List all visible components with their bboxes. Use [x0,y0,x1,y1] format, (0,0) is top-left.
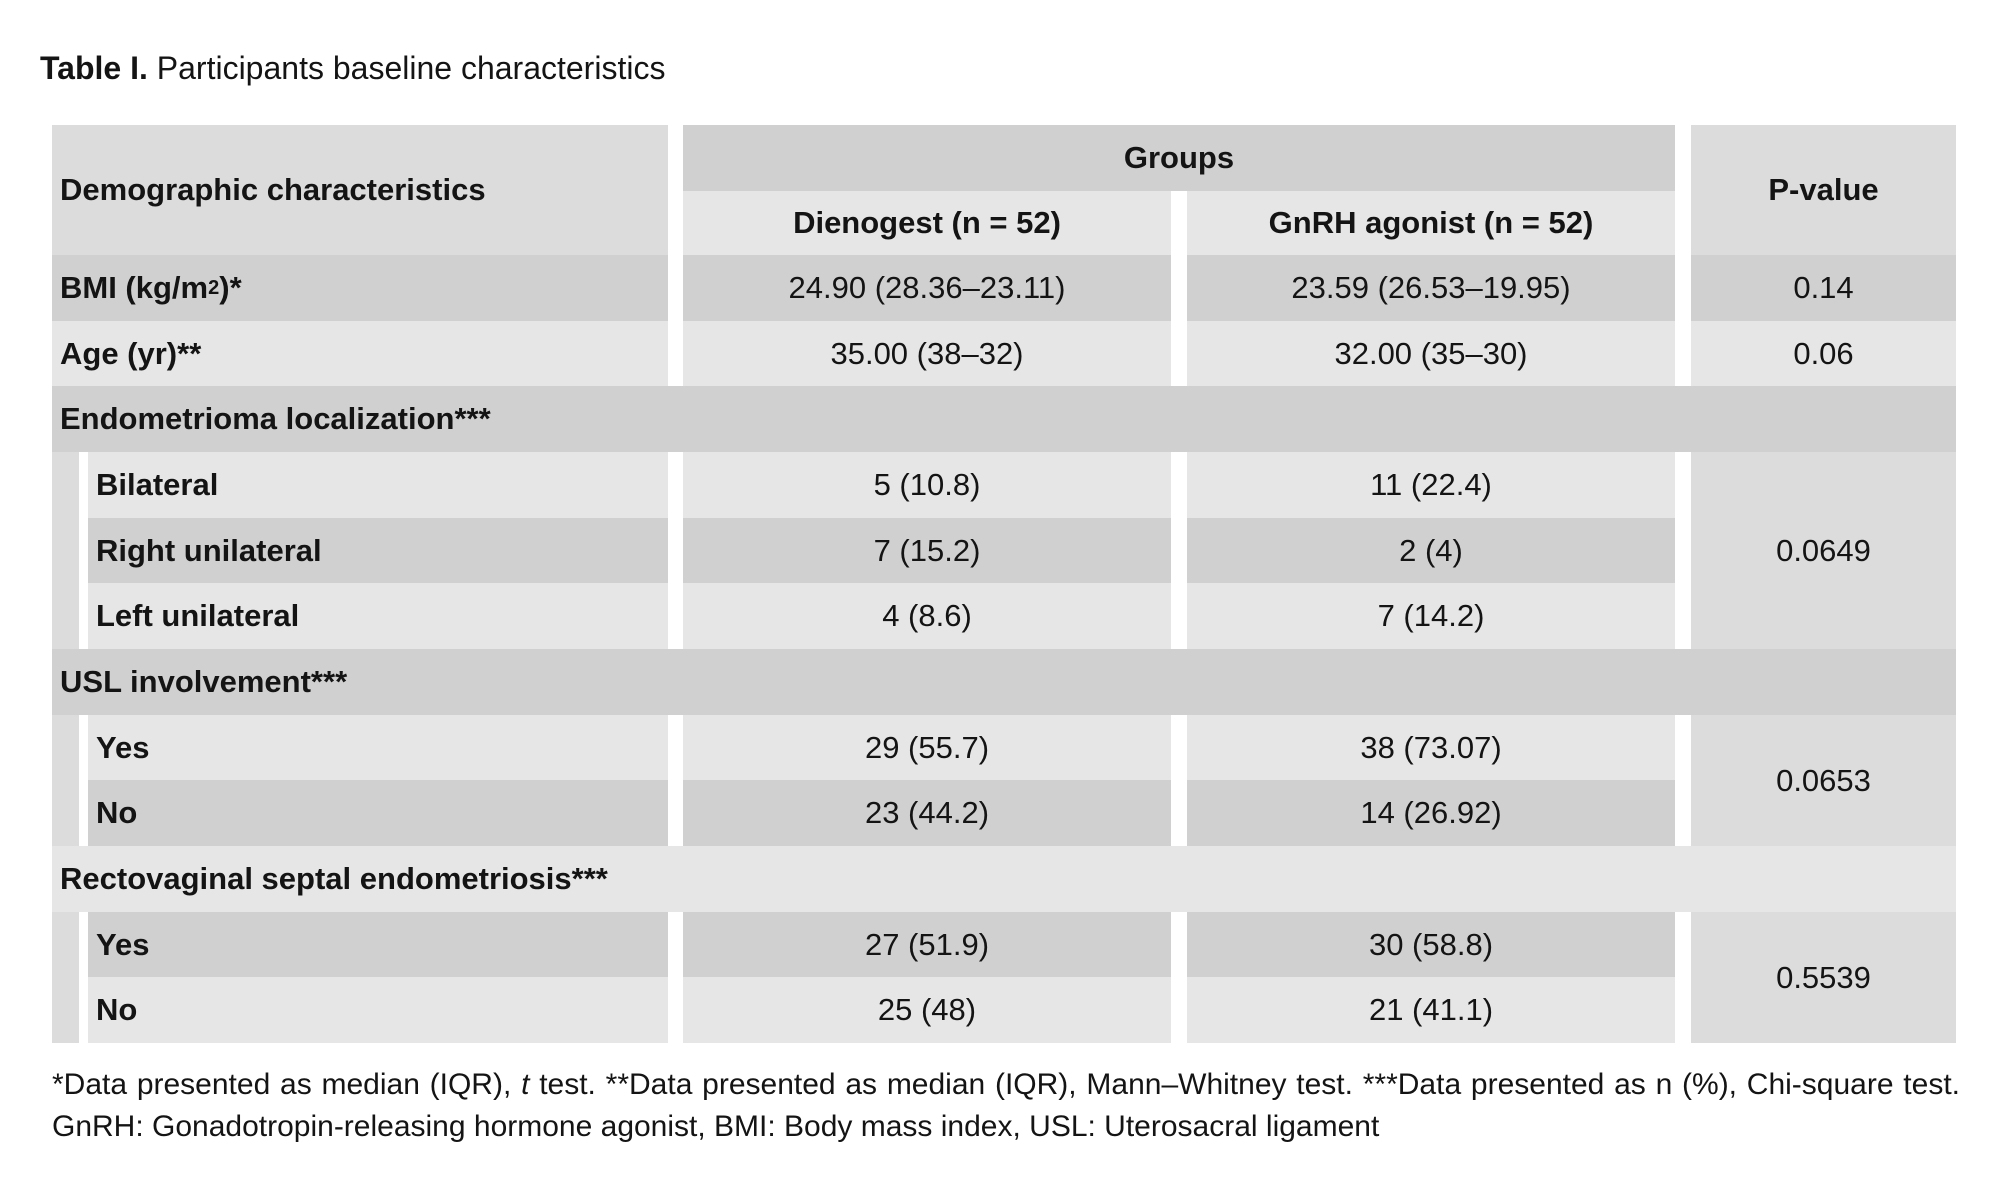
indent-separator [79,452,88,649]
header-gnrh: GnRH agonist (n = 52) [1187,191,1675,255]
header-groups: Groups [683,125,1675,191]
rv-yes-dienogest: 27 (51.9) [683,912,1171,977]
row-label-rv-no: No [52,977,668,1043]
left-unilateral-gnrh: 7 (14.2) [1187,583,1675,649]
left-unilateral-dienogest: 4 (8.6) [683,583,1171,649]
usl-no-gnrh: 14 (26.92) [1187,780,1675,846]
table-title: Participants baseline characteristics [156,50,666,86]
bmi-label-post: )* [219,270,242,305]
row-label-usl-no: No [52,780,668,846]
right-unilateral-dienogest: 7 (15.2) [683,518,1171,583]
bmi-label-pre: BMI (kg/m [60,270,209,305]
table-caption: Table I. Participants baseline character… [40,48,665,88]
row-label-bilateral: Bilateral [52,452,668,518]
row-label-right-unilateral: Right unilateral [52,518,668,583]
bmi-pvalue: 0.14 [1691,255,1956,321]
indent-bar [52,452,79,649]
section-rectovaginal: Rectovaginal septal endometriosis*** [52,846,1956,912]
bmi-gnrh: 23.59 (26.53–19.95) [1187,255,1675,321]
row-label-usl-yes: Yes [52,715,668,780]
rv-yes-gnrh: 30 (58.8) [1187,912,1675,977]
rv-no-dienogest: 25 (48) [683,977,1171,1043]
indent-separator [79,715,88,846]
age-gnrh: 32.00 (35–30) [1187,321,1675,386]
footnote-part2: test. **Data presented as median (IQR), … [52,1068,1960,1143]
section-endometrioma: Endometrioma localization*** [52,386,1956,452]
row-label-bmi: BMI (kg/m 2)* [52,255,668,321]
table-footnote: *Data presented as median (IQR), t test.… [52,1064,1960,1148]
header-characteristics: Demographic characteristics [52,125,668,255]
indent-bar [52,912,79,1043]
row-label-rv-yes: Yes [52,912,668,977]
rv-no-gnrh: 21 (41.1) [1187,977,1675,1043]
usl-yes-gnrh: 38 (73.07) [1187,715,1675,780]
row-label-left-unilateral: Left unilateral [52,583,668,649]
indent-bar [52,715,79,846]
indent-separator [79,912,88,1043]
row-label-age: Age (yr)** [52,321,668,386]
header-pvalue: P-value [1691,125,1956,255]
usl-pvalue: 0.0653 [1691,715,1956,846]
header-dienogest: Dienogest (n = 52) [683,191,1171,255]
usl-no-dienogest: 23 (44.2) [683,780,1171,846]
age-pvalue: 0.06 [1691,321,1956,386]
bmi-dienogest: 24.90 (28.36–23.11) [683,255,1171,321]
bilateral-dienogest: 5 (10.8) [683,452,1171,518]
right-unilateral-gnrh: 2 (4) [1187,518,1675,583]
usl-yes-dienogest: 29 (55.7) [683,715,1171,780]
section-usl: USL involvement*** [52,649,1956,715]
table-label: Table I. [40,50,148,86]
rectovaginal-pvalue: 0.5539 [1691,912,1956,1043]
bilateral-gnrh: 11 (22.4) [1187,452,1675,518]
footnote-part1: *Data presented as median (IQR), [52,1068,522,1101]
age-dienogest: 35.00 (38–32) [683,321,1171,386]
endometrioma-pvalue: 0.0649 [1691,452,1956,649]
footnote-t: t [521,1068,530,1101]
